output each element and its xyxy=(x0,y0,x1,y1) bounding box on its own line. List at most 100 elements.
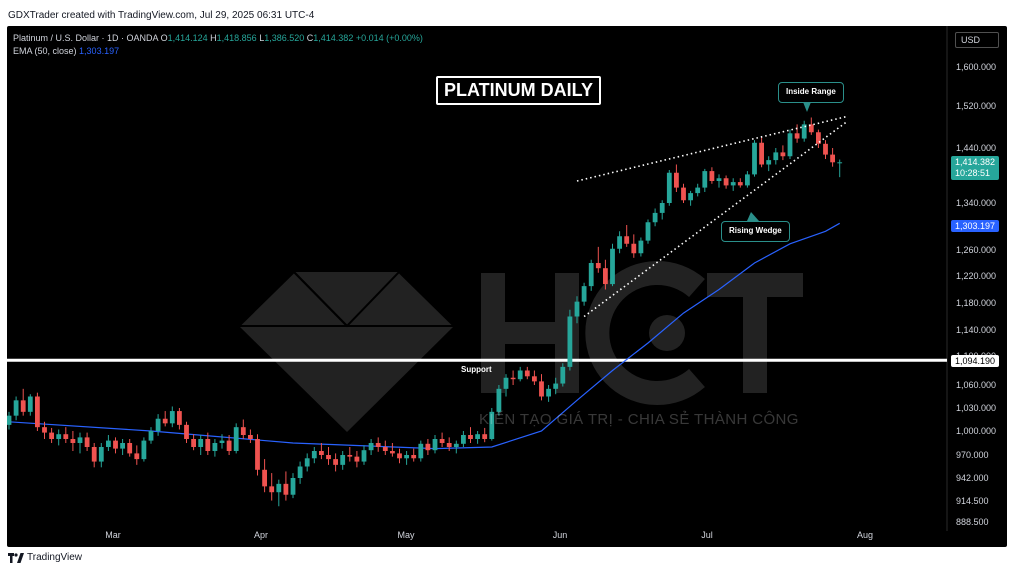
candle xyxy=(7,411,12,430)
candle-body xyxy=(226,440,232,451)
candle-body xyxy=(98,447,104,462)
candle-body xyxy=(787,133,793,157)
candle-body xyxy=(269,486,275,493)
candle xyxy=(42,421,47,439)
support-label: Support xyxy=(461,365,492,374)
candle-body xyxy=(624,236,630,244)
candle xyxy=(610,243,615,287)
legend-change: +0.014 (+0.00%) xyxy=(355,33,423,43)
candle xyxy=(333,453,338,472)
candle xyxy=(255,434,260,476)
y-tick-label: 888.500 xyxy=(956,517,989,527)
y-tick-label: 1,030.000 xyxy=(956,403,996,413)
candle-body xyxy=(290,478,296,495)
x-tick-label: Apr xyxy=(254,530,268,540)
candle xyxy=(248,429,253,443)
candle xyxy=(503,374,509,397)
candle-body xyxy=(752,142,757,175)
candle xyxy=(134,445,140,465)
legend-ema-label[interactable]: EMA (50, close) xyxy=(13,46,77,56)
candle-body xyxy=(319,451,324,455)
candle xyxy=(659,200,665,220)
candle xyxy=(702,168,708,192)
candle-body xyxy=(304,458,310,467)
candle xyxy=(198,435,204,455)
candle-body xyxy=(418,443,424,459)
candle-body xyxy=(652,212,658,223)
candle xyxy=(801,120,807,142)
candle-body xyxy=(113,440,118,449)
legend-high-label: H xyxy=(210,33,217,43)
candle-body xyxy=(560,366,566,384)
candle xyxy=(148,427,154,444)
watermark-logo xyxy=(238,261,803,432)
candle xyxy=(766,156,772,172)
candle xyxy=(517,366,523,382)
candle xyxy=(645,219,651,244)
ema-price-tag: 1,303.197 xyxy=(951,220,1000,232)
candle xyxy=(113,437,118,454)
candle xyxy=(666,170,672,206)
candle xyxy=(830,148,835,167)
candle xyxy=(560,363,566,387)
candle xyxy=(546,385,551,402)
candle xyxy=(219,434,225,449)
candle xyxy=(638,237,644,257)
candlestick-series xyxy=(7,117,843,507)
y-tick-label: 1,180.000 xyxy=(956,298,996,308)
candle-body xyxy=(681,187,686,201)
y-tick-label: 1,000.000 xyxy=(956,426,996,436)
candle-body xyxy=(205,439,211,451)
wedge-upper-trendline xyxy=(576,115,847,182)
candle xyxy=(297,461,303,484)
candle xyxy=(98,443,104,468)
candle xyxy=(184,421,189,443)
candle xyxy=(368,439,374,455)
candle xyxy=(823,140,828,159)
candle xyxy=(226,435,232,455)
candle xyxy=(262,459,267,493)
candle xyxy=(461,431,466,447)
candle xyxy=(617,231,622,254)
candle xyxy=(730,178,736,191)
candle-body xyxy=(262,469,267,487)
candle xyxy=(13,396,19,421)
candle-body xyxy=(91,447,97,462)
candle xyxy=(169,406,175,428)
candle-body xyxy=(475,434,480,439)
candle-body xyxy=(666,172,672,203)
candle-body xyxy=(106,440,111,447)
candle xyxy=(27,394,33,416)
candle-body xyxy=(148,431,154,441)
candle-body xyxy=(155,418,161,431)
candle xyxy=(745,171,750,188)
chart-panel[interactable]: 888.500 914.500 942.000 970.000 1,000.000 1,0… xyxy=(7,26,1007,547)
candle-body xyxy=(134,453,140,460)
candle-body xyxy=(311,451,317,459)
candle-body xyxy=(496,388,502,412)
candle xyxy=(524,366,530,380)
candle-body xyxy=(347,455,353,457)
candle-body xyxy=(120,443,125,449)
price-chart[interactable]: 888.500 914.500 942.000 970.000 1,000.000 1,0… xyxy=(7,26,1007,547)
legend-ema-value: 1,303.197 xyxy=(79,46,120,56)
y-tick-label: 942.000 xyxy=(956,473,989,483)
candle-body xyxy=(595,263,601,269)
watermark-letter-part xyxy=(555,273,579,393)
candle-body xyxy=(326,455,331,460)
candle xyxy=(432,435,438,454)
candle xyxy=(35,392,40,431)
watermark-diamond-facets xyxy=(238,270,455,328)
candle xyxy=(780,145,786,161)
candle-body xyxy=(439,439,445,443)
tradingview-footer[interactable]: TradingView xyxy=(8,552,82,563)
candle xyxy=(340,451,346,470)
ema-line xyxy=(8,222,840,450)
watermark-letter-part xyxy=(585,261,705,405)
currency-button[interactable]: USD xyxy=(955,32,999,48)
candle xyxy=(737,178,743,188)
candle xyxy=(539,374,544,401)
legend-symbol[interactable]: Platinum / U.S. Dollar · 1D · OANDA xyxy=(13,33,159,43)
candle xyxy=(808,117,814,135)
candle-body xyxy=(610,248,615,285)
